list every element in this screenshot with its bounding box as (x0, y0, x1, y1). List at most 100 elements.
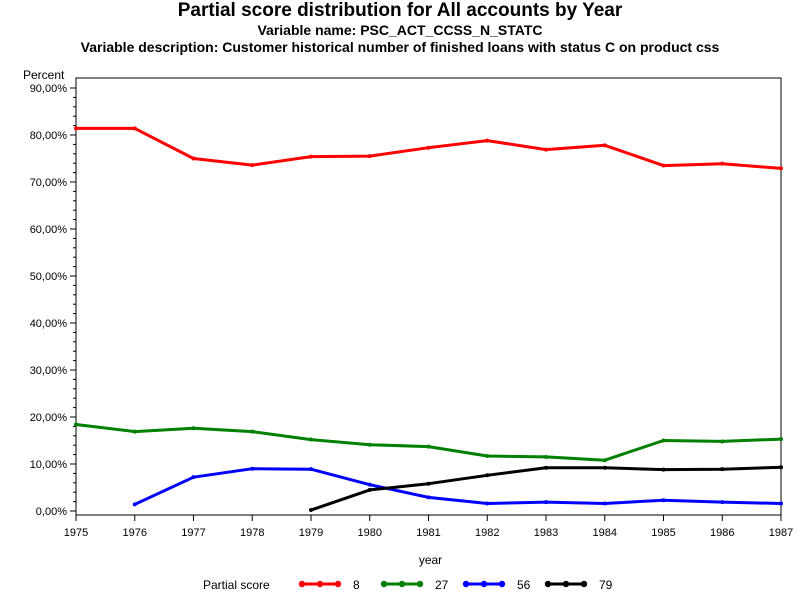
x-tick-label: 1978 (240, 527, 264, 539)
data-point (426, 444, 431, 449)
data-point (309, 154, 313, 159)
legend-swatch-marker (380, 580, 388, 588)
y-tick-label: 70,00% (30, 177, 68, 189)
legend-swatch-marker (562, 580, 570, 588)
x-tick-label: 1986 (710, 527, 734, 539)
series-line-56 (134, 467, 782, 506)
legend-swatch-marker (462, 580, 470, 588)
legend-item-79: 79 (544, 578, 613, 592)
series-79 (309, 465, 783, 513)
x-tick-label: 1977 (181, 527, 205, 539)
legend-swatch-marker (416, 580, 424, 588)
y-tick-label: 30,00% (30, 365, 68, 377)
data-point (720, 500, 725, 505)
data-point (544, 147, 548, 152)
legend-swatch-marker (316, 580, 324, 588)
y-tick-label: 80,00% (30, 130, 68, 142)
y-axis-label: Percent (23, 68, 65, 82)
legend-swatch-marker (544, 580, 552, 588)
x-tick-label: 1987 (769, 527, 793, 539)
data-point (74, 422, 78, 427)
legend-swatch-marker (334, 580, 342, 588)
x-tick-label: 1982 (475, 527, 499, 539)
series-56 (132, 466, 783, 507)
series-layer (74, 126, 783, 513)
data-point (602, 465, 607, 470)
legend-label: 56 (517, 578, 531, 592)
x-tick-label: 1979 (299, 527, 323, 539)
data-point (250, 163, 255, 168)
chart-subtitle-variable-description: Variable description: Customer historica… (80, 39, 720, 55)
data-point (367, 154, 372, 159)
chart-title: Partial score distribution for All accou… (177, 0, 623, 21)
data-point (661, 467, 666, 472)
data-point (132, 502, 137, 507)
y-tick-label: 50,00% (30, 271, 68, 283)
x-tick-label: 1976 (123, 527, 147, 539)
data-point (485, 138, 490, 143)
legend-label: 8 (353, 578, 360, 592)
legend-label: 79 (599, 578, 613, 592)
data-point (191, 426, 196, 431)
data-point (602, 458, 607, 463)
data-point (779, 501, 783, 506)
data-point (250, 466, 255, 471)
legend-title: Partial score (203, 578, 270, 592)
data-point (426, 481, 431, 486)
data-point (779, 465, 783, 470)
legend-item-56: 56 (462, 578, 531, 592)
legend-item-27: 27 (380, 578, 449, 592)
series-27 (74, 422, 783, 463)
axes: 0,00% 10,00% 20,00% 30,00% 40,00% 50,00% 60,00… (23, 68, 793, 567)
data-point (191, 475, 196, 480)
data-point (309, 508, 313, 513)
legend-swatch-marker (498, 580, 506, 588)
data-point (720, 467, 725, 472)
y-tick-label: 10,00% (30, 459, 68, 471)
chart-subtitle-variable-name: Variable name: PSC_ACT_CCSS_N_STATC (257, 22, 543, 38)
legend-label: 27 (435, 578, 449, 592)
legend-item-8: 8 (298, 578, 360, 592)
legend-swatch-marker (398, 580, 406, 588)
y-tick-label: 0,00% (36, 506, 67, 518)
data-point (132, 126, 137, 131)
y-tick-label: 90,00% (30, 83, 68, 95)
data-point (485, 454, 490, 459)
data-point (309, 437, 313, 442)
data-point (485, 501, 490, 506)
data-point (720, 161, 725, 166)
legend-swatch-marker (480, 580, 488, 588)
data-point (426, 495, 431, 500)
data-point (661, 498, 666, 503)
data-point (544, 454, 548, 459)
chart-titles: Partial score distribution for All accou… (0, 0, 800, 56)
data-point (132, 429, 137, 434)
data-point (544, 500, 548, 505)
x-tick-label: 1981 (416, 527, 440, 539)
y-tick-label: 40,00% (30, 318, 68, 330)
y-tick-label: 60,00% (30, 224, 68, 236)
legend: Partial score 8 27 56 79 (203, 578, 613, 592)
plot-frame (75, 77, 782, 516)
x-axis-label: year (419, 553, 442, 567)
x-tick-label: 1983 (534, 527, 558, 539)
x-tick-label: 1975 (64, 527, 88, 539)
data-point (602, 501, 607, 506)
data-point (250, 429, 255, 434)
legend-swatch-marker (580, 580, 588, 588)
data-point (74, 126, 78, 131)
data-point (661, 438, 666, 443)
data-point (367, 442, 372, 447)
data-point (309, 467, 313, 472)
legend-swatch-marker (298, 580, 306, 588)
x-tick-label: 1984 (593, 527, 617, 539)
data-point (544, 465, 548, 470)
x-tick-label: 1985 (651, 527, 675, 539)
data-point (720, 439, 725, 444)
y-tick-label: 20,00% (30, 412, 68, 424)
data-point (485, 473, 490, 478)
data-point (367, 487, 372, 492)
data-point (367, 482, 372, 487)
data-point (779, 166, 783, 171)
